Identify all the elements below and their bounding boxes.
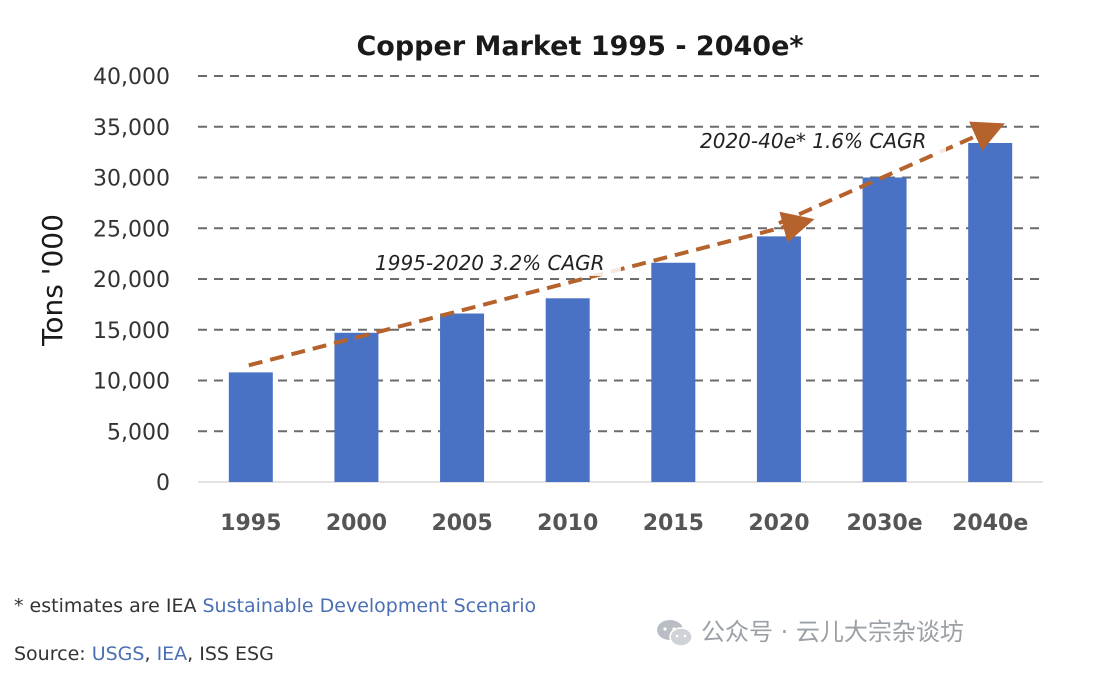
bar-2030e [862,177,907,482]
x-tick-label: 2010 [537,511,598,536]
source-line: Source: USGS, IEA, ISS ESG [14,643,274,665]
chart: Copper Market 1995 - 2040e* Tons '000 0 5… [36,31,1043,536]
x-tick-label: 2005 [431,511,492,536]
cagr-label-bg [696,128,946,154]
y-tick-label: 20,000 [93,268,170,293]
bar-2040e [968,142,1013,483]
y-tick-label: 15,000 [93,319,170,344]
sds-link[interactable]: Sustainable Development Scenario [202,595,537,617]
x-tick-label: 2000 [326,511,387,536]
watermark: 公众号 · 云儿大宗杂谈坊 [655,612,964,648]
bar-2020 [756,236,801,482]
x-tick-label: 2015 [643,511,704,536]
chart-title: Copper Market 1995 - 2040e* [356,31,803,62]
cagr-label: 1995-2020 3.2% CAGR [375,251,605,275]
iea-link[interactable]: IEA [156,643,188,665]
bar-2005 [440,313,485,482]
cagr-annotations: 1995-2020 3.2% CAGR 2020-40e* 1.6% CAGR [248,121,1005,368]
x-axis-ticks: 1995 2000 2005 2010 2015 2020 2030e 2040e [220,511,1028,536]
bar-1995 [228,372,273,482]
y-tick-label: 30,000 [93,167,170,192]
source-rest: , ISS ESG [187,643,274,665]
bar-2000 [334,332,379,482]
usgs-link[interactable]: USGS [91,643,145,665]
cagr-label-bg [371,250,621,276]
source-sep: , [144,643,157,665]
x-tick-label: 2020 [748,511,809,536]
y-tick-label: 0 [156,471,170,496]
footnote: * estimates are IEA Sustainable Developm… [14,595,536,617]
y-tick-label: 25,000 [93,217,170,242]
y-axis-ticks: 0 5,000 10,000 15,000 20,000 25,000 30,000 35,0… [93,65,170,496]
source-label: Source: [14,643,92,665]
y-tick-label: 10,000 [93,370,170,395]
wechat-icon [657,620,693,647]
x-tick-label: 2030e [846,511,922,536]
x-tick-label: 2040e [952,511,1028,536]
x-tick-label: 1995 [220,511,281,536]
bar-2010 [545,298,590,482]
cagr-label: 2020-40e* 1.6% CAGR [700,129,926,153]
y-tick-label: 5,000 [107,420,170,445]
bar-2015 [651,262,696,482]
y-axis-label: Tons '000 [36,214,69,347]
watermark-text: 公众号 · 云儿大宗杂谈坊 [701,618,964,646]
y-tick-label: 35,000 [93,116,170,141]
cagr-arrow [778,121,1005,226]
cagr-arrow [248,211,815,368]
y-tick-label: 40,000 [93,65,170,90]
bars [228,142,1013,483]
footnote-prefix: * estimates are IEA [14,595,203,617]
